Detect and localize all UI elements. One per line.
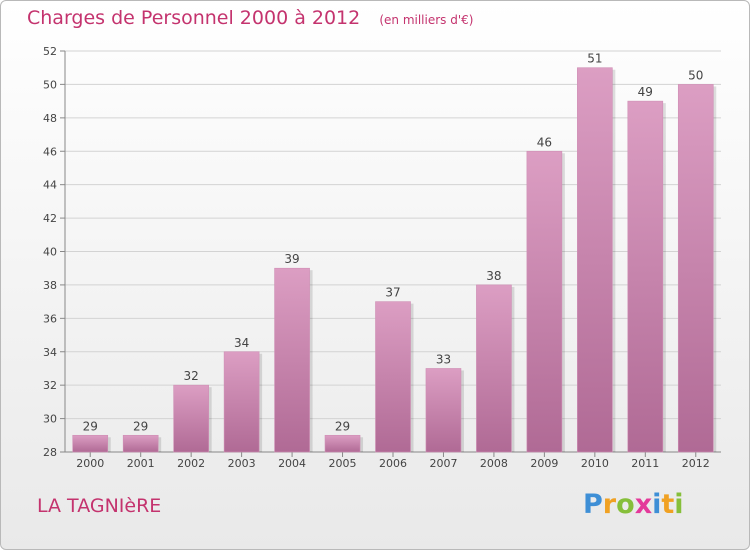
logo-letter: x [634,489,653,520]
bar [476,284,512,453]
x-tick-label: 2009 [530,457,558,470]
bars [72,67,717,453]
x-tick-label: 2010 [581,457,609,470]
x-tick-label: 2000 [76,457,104,470]
bar-value-label: 51 [587,52,602,66]
y-tick-label: 38 [43,279,57,292]
y-tick-label: 36 [43,312,57,325]
y-tick-label: 46 [43,145,57,158]
bar-value-label: 32 [184,369,199,383]
y-tick-label: 34 [43,346,57,359]
x-tick-label: 2002 [177,457,205,470]
y-tick-label: 42 [43,212,57,225]
bar-value-label: 37 [385,286,400,300]
bar-value-label: 39 [284,252,299,266]
y-tick-label: 50 [43,78,57,91]
logo-letter: r [602,489,617,520]
x-tick-label: 2011 [631,457,659,470]
logo-letter: t [661,489,675,520]
y-tick-label: 28 [43,446,57,459]
proxiti-logo: Proxiti [583,489,684,520]
bar-value-label: 33 [436,352,451,366]
logo-letter: P [583,489,603,520]
chart-subtitle: (en milliers d'€) [379,13,474,27]
logo-letter: i [674,489,684,520]
bar-value-label: 50 [688,68,703,82]
bar [72,434,109,453]
x-tick-label: 2006 [379,457,407,470]
x-tick-label: 2003 [228,457,256,470]
bar [274,267,310,453]
bar [577,67,613,453]
bar-value-label: 29 [335,419,350,433]
y-tick-label: 44 [43,179,57,192]
y-tick-label: 30 [43,413,57,426]
x-tick-label: 2005 [329,457,357,470]
bar [324,434,361,453]
title-row: Charges de Personnel 2000 à 2012 (en mil… [27,7,473,29]
bar [627,100,664,453]
x-tick-label: 2012 [682,457,710,470]
y-tick-label: 40 [43,246,57,259]
data-labels: 29 29 32 34 39 29 37 33 38 46 51 49 50 [83,52,704,434]
bar [526,150,563,453]
axes: 28 30 32 34 36 38 40 42 44 46 48 50 52 2000 2001 2002 20… [43,45,721,470]
bar-value-label: 38 [486,269,501,283]
x-tick-label: 2007 [429,457,457,470]
logo-letter: i [652,489,662,520]
logo-letter: o [616,489,635,520]
bar [425,368,462,453]
commune-name: LA TAGNIèRE [37,495,162,517]
x-tick-label: 2001 [127,457,155,470]
bar [173,384,209,453]
x-tick-label: 2008 [480,457,508,470]
bar [677,84,714,453]
bar-value-label: 34 [234,336,249,350]
bar [122,434,159,453]
bar [375,301,411,453]
x-tick-label: 2004 [278,457,306,470]
chart-title: Charges de Personnel 2000 à 2012 [27,7,361,29]
y-tick-label: 48 [43,112,57,125]
y-tick-label: 32 [43,379,57,392]
y-tick-label: 52 [43,45,57,58]
bar-value-label: 29 [133,419,148,433]
bar-value-label: 46 [537,135,552,149]
bar-value-label: 29 [83,419,98,433]
bar-value-label: 49 [638,85,653,99]
bar [223,351,260,453]
